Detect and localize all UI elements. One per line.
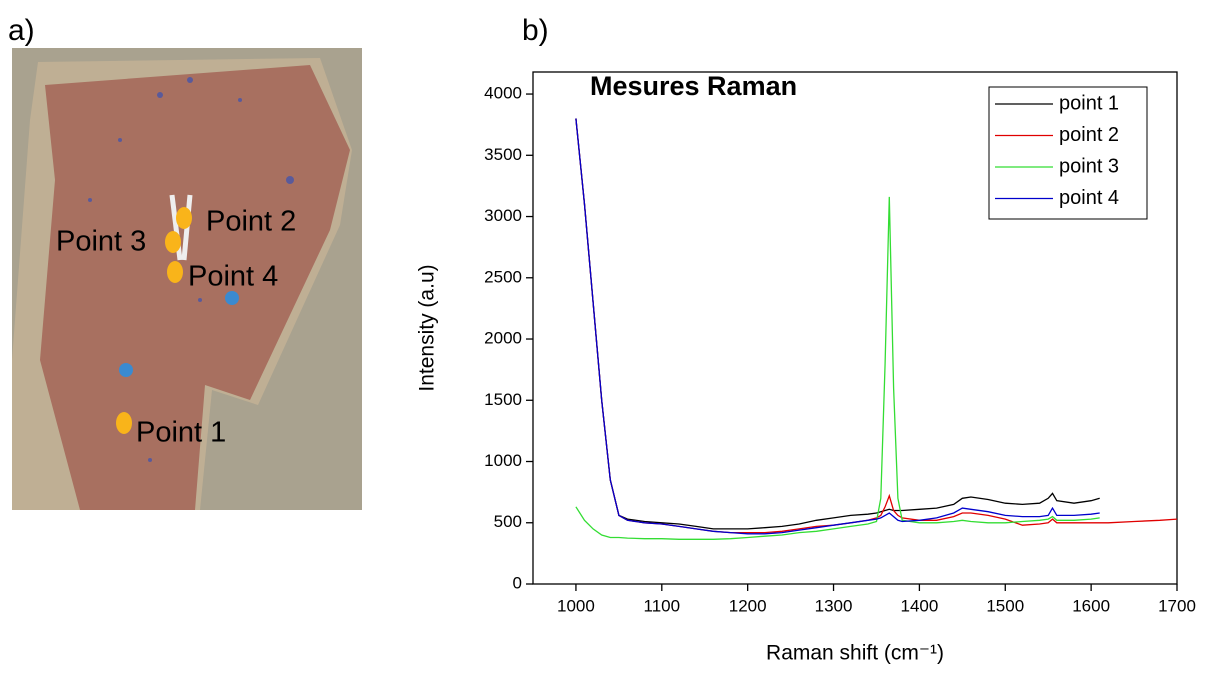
- point-label: Point 4: [188, 261, 278, 293]
- x-tick-label: 1100: [644, 596, 681, 615]
- y-tick-label: 2500: [484, 267, 522, 286]
- sample: [40, 65, 350, 510]
- point-marker: [116, 412, 132, 434]
- y-tick-label: 1000: [484, 451, 522, 470]
- x-tick-label: 1300: [815, 596, 853, 615]
- plot-frame: [532, 71, 1178, 585]
- x-axis-label: Raman shift (cm⁻¹): [766, 642, 944, 665]
- chart-title: Mesures Raman: [590, 71, 797, 101]
- point-marker: [165, 231, 181, 253]
- y-tick-label: 4000: [484, 84, 522, 103]
- x-tick-label: 1600: [1072, 596, 1110, 615]
- x-tick-label: 1700: [1158, 596, 1196, 615]
- point-label: Point 1: [136, 417, 226, 449]
- x-tick-label: 1500: [986, 596, 1024, 615]
- y-tick-label: 2000: [484, 329, 522, 348]
- legend-box: [988, 86, 1148, 220]
- panel-label: b): [522, 14, 549, 47]
- point-marker: [167, 261, 183, 283]
- point-marker: [176, 207, 192, 229]
- legend-label: point 2: [1059, 124, 1119, 146]
- panel-label: a): [8, 14, 35, 47]
- blue-spot: [119, 363, 133, 377]
- y-tick-label: 500: [494, 512, 522, 531]
- point-label: Point 2: [206, 206, 296, 238]
- series-line: [575, 118, 1100, 530]
- series-line: [575, 196, 1100, 540]
- legend-label: point 1: [1059, 92, 1119, 114]
- y-axis-label: Intensity (a.u): [416, 264, 439, 391]
- x-tick-label: 1400: [900, 596, 938, 615]
- sample-specks: [88, 77, 294, 462]
- y-tick-label: 3000: [484, 206, 522, 225]
- point-label: Point 3: [56, 226, 146, 258]
- legend-label: point 4: [1059, 187, 1119, 209]
- blue-spot: [225, 291, 239, 305]
- series-line: [575, 118, 1100, 535]
- y-tick-label: 0: [513, 573, 522, 592]
- y-tick-label: 3500: [484, 145, 522, 164]
- legend-label: point 3: [1059, 155, 1119, 177]
- y-tick-label: 1500: [484, 390, 522, 409]
- x-tick-label: 1200: [729, 596, 767, 615]
- x-tick-label: 1000: [557, 596, 595, 615]
